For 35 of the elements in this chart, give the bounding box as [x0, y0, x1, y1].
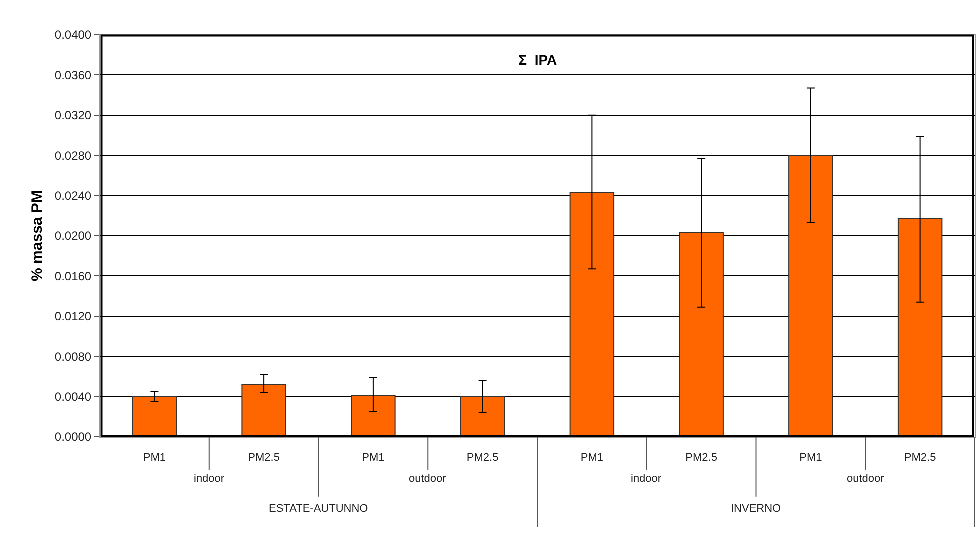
text: Σ IPA [518, 52, 558, 68]
x-tick-label: PM1 [362, 452, 385, 464]
y-tick-label: 0.0040 [54, 390, 92, 404]
y-tick-label: 0.0400 [54, 28, 92, 42]
text: indoor [631, 473, 662, 485]
x-tick-label: PM2.5 [904, 452, 936, 464]
x-tick-label: PM2.5 [686, 452, 718, 464]
bar [679, 232, 724, 437]
bar [788, 155, 834, 437]
text: indoor [194, 473, 225, 485]
y-tick-label: 0.0120 [54, 310, 92, 324]
x-tick-label: PM1 [143, 452, 166, 464]
text: outdoor [409, 473, 447, 485]
x-tick-label: PM1 [580, 452, 604, 464]
y-axis-title: % massa PM [29, 190, 46, 282]
text: INVERNO [731, 503, 782, 515]
y-tick-label: 0.0360 [54, 68, 92, 82]
bar [132, 396, 178, 437]
bar [460, 396, 506, 437]
y-tick-label: 0.0000 [54, 430, 92, 444]
y-tick-label: 0.0200 [54, 229, 92, 244]
bar [351, 395, 396, 437]
text: outdoor [847, 473, 885, 485]
y-tick-label: 0.0080 [54, 350, 92, 364]
y-tick-label: 0.0160 [54, 269, 92, 284]
x-tick-label: PM2.5 [466, 452, 499, 464]
x-tick-label: PM1 [800, 452, 822, 464]
bar [898, 218, 943, 437]
x-tick-label: PM2.5 [248, 452, 280, 464]
y-tick-label: 0.0280 [54, 148, 92, 163]
text: ESTATE-AUTUNNO [269, 503, 369, 515]
bar [242, 384, 286, 437]
y-tick-label: 0.0320 [54, 108, 92, 123]
y-tick-label: 0.0240 [54, 189, 92, 203]
bar [570, 192, 615, 437]
